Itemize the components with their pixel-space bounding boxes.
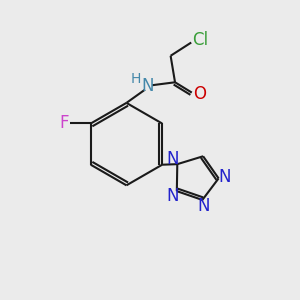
Text: N: N [141, 77, 154, 95]
Text: N: N [167, 150, 179, 168]
Text: Cl: Cl [192, 31, 208, 49]
Text: N: N [198, 197, 210, 215]
Text: N: N [219, 168, 231, 186]
Text: N: N [166, 188, 179, 206]
Text: H: H [131, 72, 141, 86]
Text: F: F [59, 115, 68, 133]
Text: O: O [193, 85, 206, 103]
